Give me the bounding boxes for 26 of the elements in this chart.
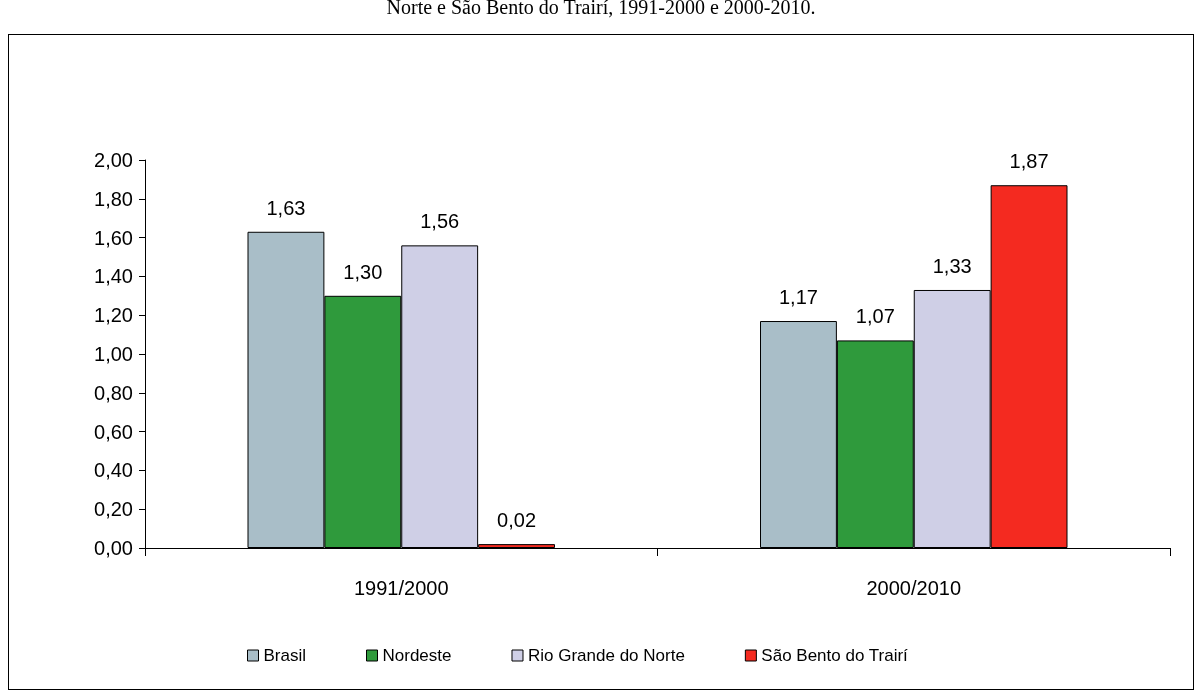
data-label: 1,87 <box>1009 150 1049 173</box>
y-tick-label: 1,20 <box>94 304 133 327</box>
y-tick-label: 0,00 <box>94 537 133 559</box>
y-tick-label: 0,20 <box>94 498 133 521</box>
legend-label: Nordeste <box>382 646 452 665</box>
data-label: 1,30 <box>343 260 383 283</box>
data-label: 1,63 <box>266 196 306 219</box>
legend-label: Rio Grande do Norte <box>527 646 685 665</box>
legend-label: Brasil <box>263 646 307 665</box>
data-label: 1,17 <box>778 286 818 309</box>
x-tick-label: 2000/2010 <box>866 577 962 599</box>
y-tick-label: 0,80 <box>94 381 133 404</box>
data-label: 1,56 <box>420 210 460 233</box>
data-label: 1,33 <box>932 254 972 277</box>
y-tick-label: 1,00 <box>94 343 133 365</box>
data-label: 0,02 <box>497 509 537 532</box>
legend-label: São Bento do Trairí <box>761 646 909 665</box>
y-tick-label: 2,00 <box>94 149 133 171</box>
chart-title: Norte e São Bento do Trairí, 1991-2000 e 2000-2010. <box>386 0 816 18</box>
y-tick-label: 1,40 <box>94 265 133 288</box>
y-tick-label: 0,40 <box>94 459 133 482</box>
y-tick-label: 1,80 <box>94 187 133 210</box>
data-label: 1,07 <box>855 305 895 328</box>
x-tick-label: 1991/2000 <box>353 577 449 599</box>
y-tick-label: 0,60 <box>94 420 133 443</box>
y-tick-label: 1,60 <box>94 226 133 249</box>
